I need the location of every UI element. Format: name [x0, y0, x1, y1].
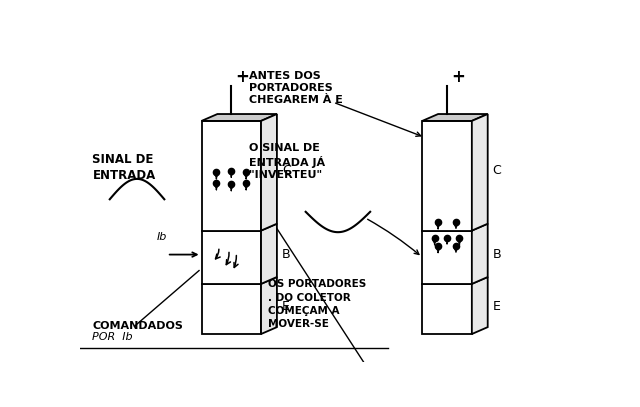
Polygon shape [261, 114, 277, 231]
Text: E: E [282, 300, 290, 313]
Text: B: B [282, 248, 291, 261]
Text: C: C [282, 164, 291, 177]
Polygon shape [472, 277, 488, 334]
Text: E: E [493, 300, 500, 313]
Polygon shape [472, 224, 488, 284]
Text: O SINAL DE
ENTRADA JÁ
"INVERTEU": O SINAL DE ENTRADA JÁ "INVERTEU" [249, 143, 324, 180]
Text: +: + [236, 68, 249, 86]
Text: COMANDADOS: COMANDADOS [92, 321, 183, 331]
Polygon shape [202, 114, 277, 121]
Polygon shape [202, 284, 261, 334]
Polygon shape [261, 277, 277, 334]
Text: B: B [493, 248, 501, 261]
Polygon shape [202, 121, 261, 231]
Polygon shape [202, 231, 261, 284]
Text: Ib: Ib [157, 232, 167, 242]
Polygon shape [472, 114, 488, 231]
Text: SINAL DE
ENTRADA: SINAL DE ENTRADA [92, 153, 156, 182]
Polygon shape [422, 284, 472, 334]
Text: +: + [451, 68, 465, 86]
Polygon shape [422, 114, 488, 121]
Text: ANTES DOS
PORTADORES
CHEGAREM À E: ANTES DOS PORTADORES CHEGAREM À E [249, 70, 342, 105]
Text: C: C [493, 164, 501, 177]
Polygon shape [261, 224, 277, 284]
Text: POR  Ib: POR Ib [92, 332, 133, 341]
Text: OS PORTADORES
. DO COLETOR
COMEÇAM A
MOVER-SE: OS PORTADORES . DO COLETOR COMEÇAM A MOV… [269, 280, 367, 329]
Polygon shape [422, 121, 472, 231]
Polygon shape [422, 231, 472, 284]
